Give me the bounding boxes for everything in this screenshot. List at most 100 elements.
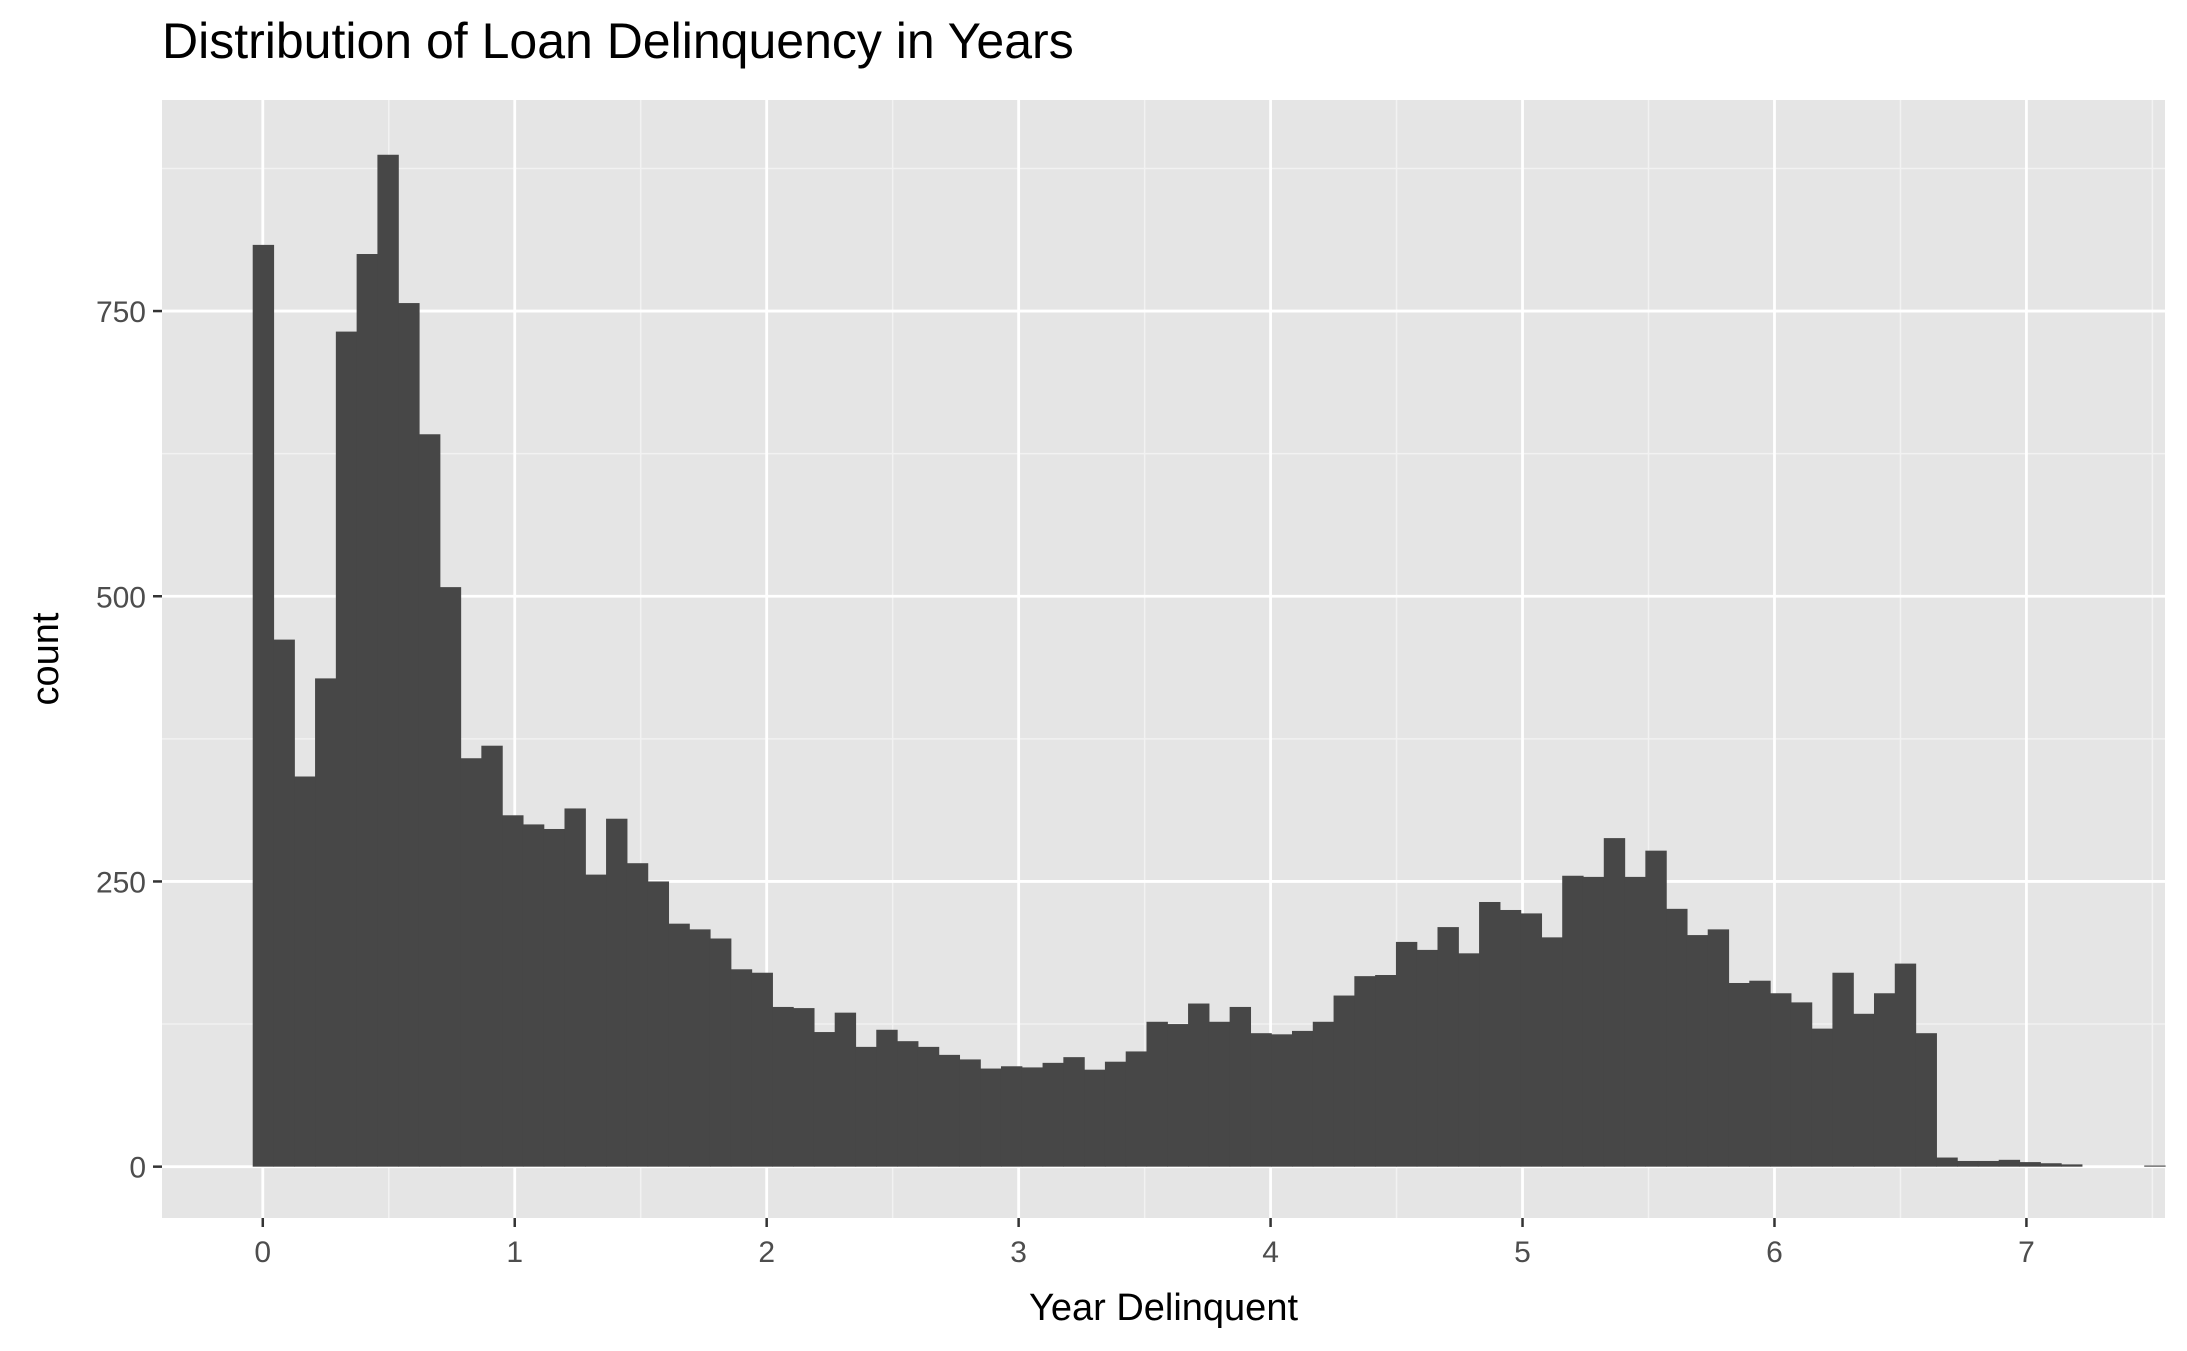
- histogram-bar: [938, 1054, 961, 1167]
- histogram-bar: [1915, 1033, 1937, 1167]
- histogram-bar: [1271, 1034, 1293, 1167]
- histogram-bar: [1562, 875, 1584, 1167]
- histogram-bar: [1458, 953, 1480, 1167]
- histogram-bar: [772, 1006, 794, 1167]
- histogram-bar: [1645, 850, 1667, 1167]
- y-tick-label: 0: [129, 1152, 146, 1185]
- histogram-bar: [2040, 1163, 2062, 1167]
- x-tick-label: 7: [2018, 1236, 2035, 1269]
- histogram-bar: [1229, 1006, 1252, 1167]
- x-tick-label: 6: [1766, 1236, 1783, 1269]
- histogram-bar: [252, 244, 275, 1167]
- histogram-bar: [1125, 1051, 1148, 1167]
- histogram-bar: [1291, 1030, 1314, 1167]
- histogram-bar: [335, 331, 358, 1167]
- y-tick-label: 250: [96, 866, 146, 899]
- histogram-bar: [294, 776, 316, 1167]
- histogram-bar: [1208, 1021, 1231, 1167]
- histogram-bar: [709, 938, 732, 1167]
- x-tick-label: 2: [758, 1236, 775, 1269]
- histogram-bar: [1832, 972, 1854, 1167]
- x-tick-label: 1: [506, 1236, 523, 1269]
- histogram-bar: [1686, 935, 1709, 1167]
- histogram-bar: [959, 1059, 981, 1167]
- histogram-bar: [1666, 908, 1688, 1167]
- histogram-bar: [606, 818, 628, 1167]
- histogram-bar: [668, 923, 690, 1167]
- y-axis-ticks: 0 250 500 750: [96, 296, 162, 1185]
- histogram-bar: [1021, 1067, 1044, 1167]
- histogram-bar: [1582, 876, 1605, 1167]
- histogram-bar: [2144, 1165, 2166, 1167]
- histogram-bar: [1873, 993, 1896, 1167]
- x-tick-label: 3: [1010, 1236, 1027, 1269]
- histogram-bar: [1728, 982, 1750, 1167]
- histogram-bars: [252, 154, 2166, 1167]
- histogram-bar: [1375, 975, 1397, 1167]
- histogram-bar: [460, 758, 482, 1167]
- histogram-bar: [1167, 1024, 1189, 1167]
- chart-title: Distribution of Loan Delinquency in Year…: [162, 13, 1074, 69]
- histogram-bar: [1520, 913, 1543, 1167]
- histogram-bar: [1749, 980, 1771, 1167]
- histogram-bar: [1894, 963, 1917, 1167]
- histogram-bar: [1811, 1028, 1834, 1167]
- x-axis-ticks: 0 1 2 3 4 5 6 7: [254, 1218, 2035, 1269]
- histogram-bar: [1624, 876, 1646, 1167]
- histogram-bar: [1977, 1160, 2000, 1167]
- histogram-bar: [273, 639, 295, 1167]
- histogram-bar: [315, 678, 337, 1167]
- histogram-bar: [1063, 1057, 1085, 1167]
- histogram-bar: [1770, 993, 1792, 1167]
- histogram-bar: [813, 1032, 836, 1167]
- histogram-bar: [481, 745, 503, 1167]
- histogram-bar: [564, 808, 586, 1167]
- histogram-bar: [1146, 1021, 1168, 1167]
- histogram-bar: [502, 815, 524, 1167]
- histogram-bar: [834, 1012, 857, 1167]
- histogram-bar: [1395, 941, 1418, 1167]
- histogram-bar: [1541, 937, 1563, 1167]
- histogram-bar: [439, 587, 462, 1167]
- histogram-bar: [980, 1068, 1002, 1167]
- histogram-bar: [1250, 1033, 1272, 1167]
- histogram-bar: [1853, 1013, 1875, 1167]
- y-axis-title: count: [25, 612, 67, 705]
- histogram-bar: [1957, 1160, 1979, 1167]
- x-tick-label: 0: [254, 1236, 271, 1269]
- histogram-bar: [855, 1046, 877, 1167]
- histogram-bar: [647, 881, 670, 1167]
- histogram-bar: [418, 434, 441, 1167]
- x-tick-label: 4: [1262, 1236, 1279, 1269]
- histogram-bar: [626, 863, 649, 1167]
- y-tick-label: 500: [96, 581, 146, 614]
- histogram-bar: [917, 1046, 940, 1167]
- histogram-bar: [689, 929, 711, 1167]
- histogram-bar: [1333, 995, 1355, 1167]
- x-tick-label: 5: [1514, 1236, 1531, 1269]
- histogram-bar: [751, 972, 773, 1167]
- histogram-bar: [1499, 909, 1522, 1167]
- histogram-bar: [1998, 1159, 2021, 1167]
- histogram-bar: [1936, 1157, 1958, 1167]
- histogram-bar: [398, 303, 420, 1167]
- histogram-bar: [1312, 1021, 1335, 1167]
- histogram-bar: [1707, 929, 1730, 1167]
- histogram-bar: [1104, 1061, 1127, 1167]
- histogram-bar: [1416, 949, 1439, 1167]
- histogram-bar: [585, 874, 607, 1167]
- histogram-bar: [377, 154, 399, 1167]
- histogram-bar: [730, 969, 753, 1167]
- histogram-bar: [1603, 838, 1626, 1167]
- y-tick-label: 750: [96, 296, 146, 329]
- x-axis-title: Year Delinquent: [1029, 1287, 1298, 1329]
- histogram-bar: [1042, 1062, 1064, 1167]
- histogram-bar: [1790, 1002, 1813, 1167]
- histogram-bar: [793, 1008, 815, 1167]
- histogram-bar: [1084, 1069, 1106, 1167]
- histogram-bar: [2061, 1164, 2083, 1167]
- histogram-bar: [1354, 976, 1376, 1167]
- histogram-bar: [1437, 927, 1459, 1167]
- histogram-bar: [897, 1041, 919, 1167]
